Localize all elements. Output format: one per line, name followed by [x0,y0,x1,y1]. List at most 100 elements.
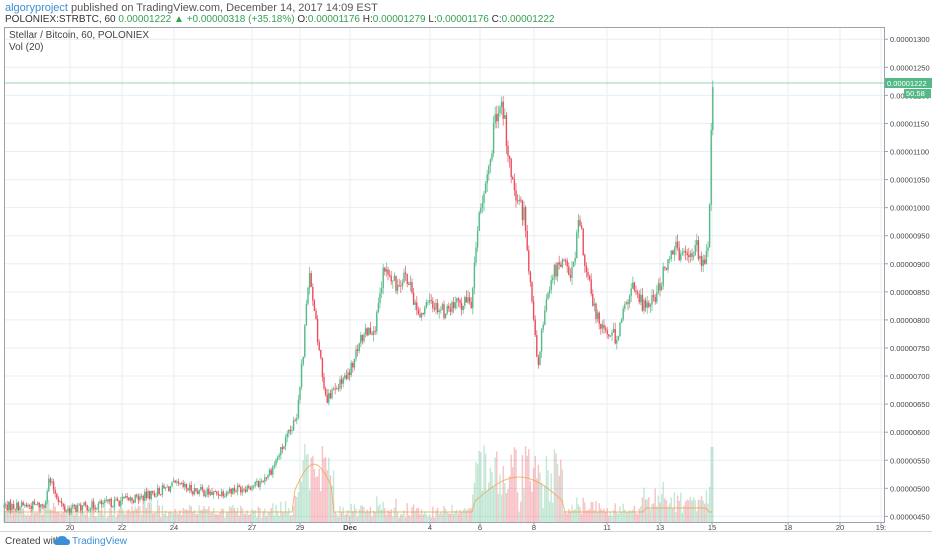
candle-body [408,283,410,285]
candle-body [67,508,69,511]
candle-body [560,264,562,267]
candle-body [236,485,239,492]
candle-body [235,491,237,493]
volume-bar [72,508,74,522]
volume-bar [417,507,420,522]
candle-body [166,486,168,488]
candle-body [358,343,360,351]
candle-body [104,500,106,504]
volume-bar [46,496,48,522]
volume-bar [232,505,234,522]
last-price: 0.00001222 [118,14,172,25]
volume-bar [428,514,431,522]
volume-bar [708,486,711,522]
volume-bar [547,470,549,522]
series-title: Stellar / Bitcoin, 60, POLONIEX [9,30,150,41]
candle-body [590,279,592,294]
volume-bar [641,497,644,522]
candle-body [108,498,111,502]
candle-body [680,253,682,260]
candle-body [683,251,685,253]
volume-bar [568,508,570,522]
volume-bar [264,508,266,522]
volume-bar [694,500,696,522]
volume-bar [691,500,693,522]
volume-bar [99,510,101,522]
volume-bar [52,502,55,522]
tradingview-brand-link[interactable]: TradingView [72,536,128,547]
volume-bar [331,485,333,522]
volume-bar [427,516,429,522]
volume-bar [75,504,77,522]
candle-body [624,304,626,309]
candle-body [662,266,664,286]
candle-body [257,480,260,488]
volume-indicator-label[interactable]: Vol (20) [9,42,44,53]
volume-bar [432,506,434,522]
candle-body [644,300,647,308]
candle-body [81,505,84,511]
candle-body [299,387,301,400]
candle-body [414,302,416,305]
candle-body [185,483,188,489]
volume-ma-line [4,463,712,513]
candle-body [283,446,285,450]
volume-bar [100,506,103,522]
candle-body [193,488,196,495]
candle-body [638,293,640,303]
candle-body [134,494,136,503]
author-link[interactable]: algoryproject [5,2,68,14]
candle-body [188,484,191,491]
volume-bar [161,505,164,522]
candle-body [273,464,276,467]
volume-bar [324,457,327,522]
candle-body [212,491,215,495]
candle-body [328,393,330,403]
volume-bar [182,508,184,522]
candle-body [75,505,77,512]
candle-body [281,447,284,450]
candle-body [6,504,8,511]
candle-body [217,493,220,496]
volume-bar [321,446,324,522]
publish-info: algoryproject published on TradingView.c… [5,2,378,14]
candle-body [228,488,231,493]
candle-body [244,489,247,492]
candle-body [331,389,333,399]
volume-bar [144,500,146,522]
volume-bar [361,505,364,522]
candle-body [465,297,468,303]
volume-bar [176,512,178,522]
volume-bar [107,515,109,522]
volume-bar [411,507,413,522]
candle-body [179,483,181,484]
volume-bar [265,516,268,522]
candle-body [608,334,610,337]
candle-body [163,485,165,489]
volume-bar [33,513,36,522]
candle-body [16,502,18,510]
volume-bar [526,455,528,522]
volume-bar [587,509,589,522]
candle-body [632,282,634,289]
candle-body [233,487,236,492]
candle-body [563,259,565,261]
candle-body [296,417,298,421]
volume-bar [129,512,132,522]
volume-bar [329,475,332,522]
volume-bar [302,460,304,522]
volume-bar [283,511,285,522]
chart-frame[interactable] [4,27,885,523]
candle-body [40,504,42,508]
candle-body [260,480,263,482]
volume-bar [384,508,386,522]
volume-bar [177,513,180,522]
candle-body [676,241,679,248]
volume-bar [118,509,120,522]
volume-bar [569,511,572,522]
volume-bar [313,469,316,522]
volume-bar [139,506,141,522]
candle-body [112,506,114,508]
volume-bar [315,477,317,522]
